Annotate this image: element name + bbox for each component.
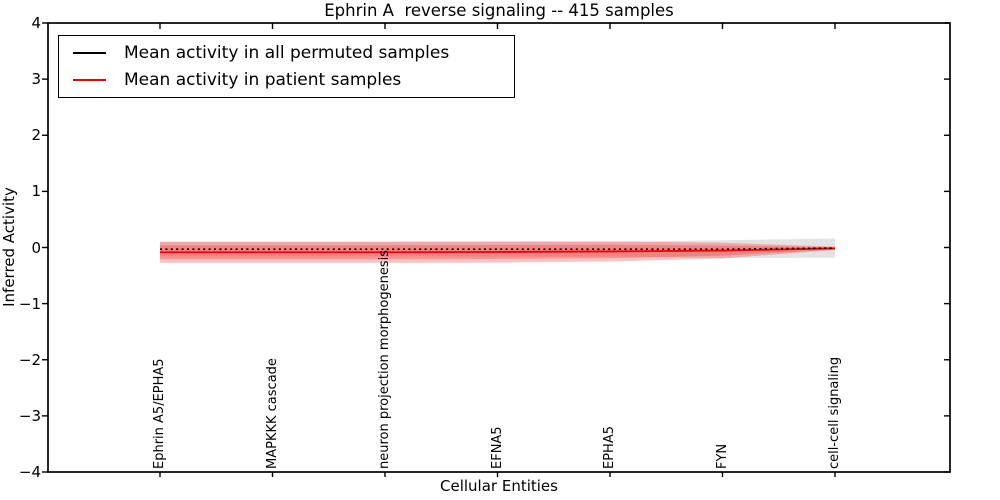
x-tick-label: MAPKKK cascade: [264, 358, 280, 469]
y-tick-label: −1: [18, 294, 41, 313]
permuted-std-band: [160, 238, 835, 259]
legend-line-permuted-icon: [73, 52, 106, 54]
chart-title: Ephrin A reverse signaling -- 415 sample…: [324, 1, 674, 20]
legend-label-patient: Mean activity in patient samples: [124, 70, 402, 90]
legend: Mean activity in all permuted samples Me…: [58, 35, 515, 98]
y-tick-label: 3: [31, 70, 41, 89]
y-tick-label: 0: [31, 238, 41, 257]
legend-line-patient-icon: [73, 79, 106, 81]
x-tick-label: neuron projection morphogenesis: [377, 250, 392, 469]
y-tick-label: −2: [18, 350, 41, 369]
x-tick-label: EFNA5: [489, 426, 505, 469]
x-tick-label: EPHA5: [602, 426, 617, 469]
permuted-mean-line: [160, 247, 836, 251]
legend-entry-permuted: Mean activity in all permuted samples: [59, 43, 514, 63]
legend-entry-patient: Mean activity in patient samples: [59, 70, 514, 90]
legend-label-permuted: Mean activity in all permuted samples: [124, 43, 450, 63]
x-tick-label: cell-cell signaling: [827, 356, 842, 469]
y-tick-label: 1: [31, 182, 41, 201]
x-axis-label: Cellular Entities: [440, 477, 558, 495]
x-tick-label: FYN: [714, 443, 730, 469]
patient-mean-line: [160, 247, 836, 254]
y-tick-label: −4: [18, 463, 41, 481]
y-tick-label: 2: [31, 126, 41, 145]
x-tick-label: Ephrin A5/EPHA5: [152, 358, 167, 469]
y-tick-label: −3: [18, 406, 41, 425]
y-tick-label: 4: [31, 14, 41, 32]
